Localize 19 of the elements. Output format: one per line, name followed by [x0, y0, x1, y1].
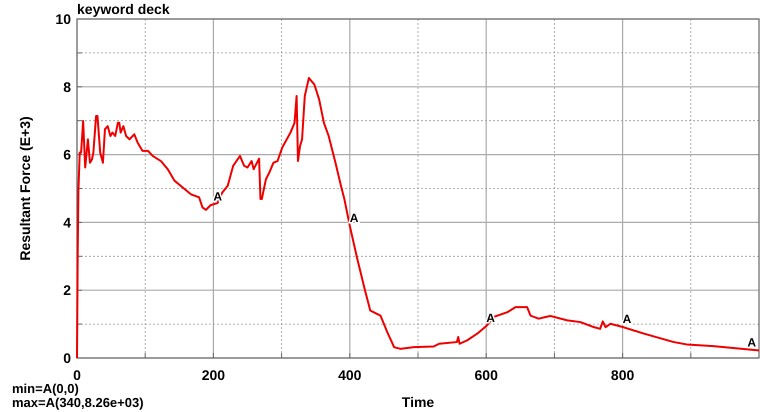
y-tick-label: 4 — [63, 214, 72, 230]
x-tick-label: 600 — [474, 367, 498, 383]
y-tick-label: 2 — [63, 282, 72, 298]
text: min=A(0,0) — [12, 381, 79, 396]
x-tick-label: 400 — [338, 367, 362, 383]
y-tick-label: 6 — [63, 146, 72, 163]
series-label: A — [350, 210, 359, 225]
y-tick-label: 0 — [63, 350, 72, 366]
chart-title: keyword deck — [77, 1, 170, 17]
x-tick-label: 0 — [73, 367, 82, 383]
y-tick-label: 8 — [63, 78, 72, 95]
text: A — [747, 336, 756, 350]
text: A — [622, 312, 632, 326]
text: max=A(340,8.26e+03) — [12, 395, 144, 410]
x-axis-title: Time — [402, 394, 434, 410]
x-tick-label: 800 — [610, 367, 634, 383]
y-axis-title: Resultant Force (E+3) — [17, 116, 33, 261]
y-tick-label: 10 — [55, 11, 72, 27]
x-tick-label: 200 — [202, 367, 226, 383]
